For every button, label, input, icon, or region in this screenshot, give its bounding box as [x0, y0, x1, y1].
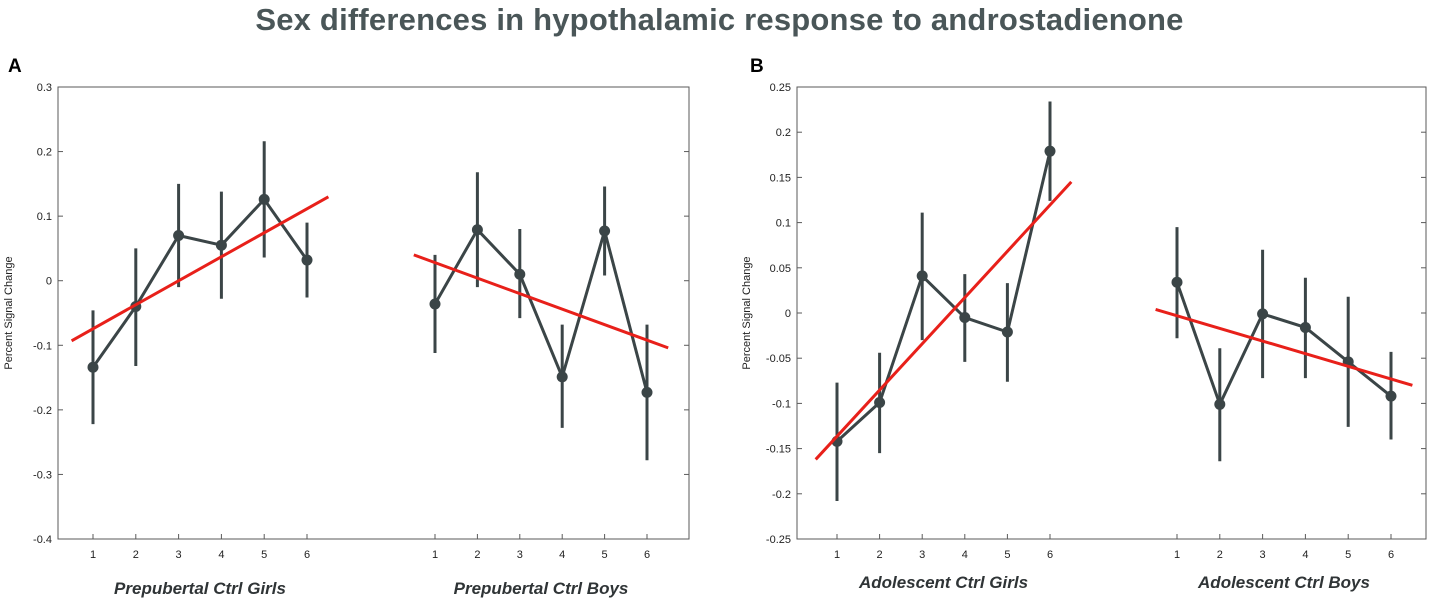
- data-point: [959, 312, 971, 324]
- y-tick-label: 0.25: [770, 82, 791, 94]
- y-tick-label: 0.3: [37, 82, 52, 94]
- data-point: [599, 225, 611, 237]
- group-label: Prepubertal Ctrl Girls: [114, 579, 286, 598]
- trend-line: [1155, 307, 1413, 387]
- data-point: [641, 386, 653, 398]
- data-point: [916, 270, 928, 282]
- group-adolescent-ctrl-girls: 1 2 3 4 5 6 Adolescent Ctrl Girls: [814, 101, 1073, 592]
- data-point: [173, 230, 185, 242]
- data-point: [471, 224, 483, 236]
- series-line: [835, 150, 1052, 443]
- group-adolescent-ctrl-boys: 1 2 3 4 5 6 Adolescent Ctrl Boys: [1155, 227, 1413, 592]
- group-label: Prepubertal Ctrl Boys: [454, 579, 629, 598]
- y-tick-label: -0.4: [33, 534, 52, 546]
- x-tick-label: 1: [834, 549, 840, 561]
- y-axis-label: Percent Signal Change: [3, 256, 15, 369]
- series-line: [1175, 281, 1392, 406]
- y-tick-label: 0.2: [776, 127, 791, 139]
- x-tick-label: 4: [962, 549, 968, 561]
- y-tick-label: 0.15: [770, 172, 791, 184]
- figure-title: Sex differences in hypothalamic response…: [255, 2, 1184, 37]
- panel-b: B 0.25 0.2 0.15 0.1 0.05 0 -0.05 -0.1 -0.15 -0.2 -0…: [741, 56, 1427, 592]
- data-point: [429, 298, 441, 310]
- x-tick-label: 5: [1004, 549, 1010, 561]
- data-point: [514, 268, 526, 280]
- trend-line: [70, 195, 330, 343]
- y-tick-label: -0.1: [33, 340, 52, 352]
- y-tick-label: 0.05: [770, 263, 791, 275]
- data-point: [87, 361, 99, 373]
- x-tick-label: 4: [1302, 549, 1308, 561]
- data-point: [1171, 276, 1183, 288]
- y-tick-label: -0.3: [33, 469, 52, 481]
- panel-a: A 0.3 0.2 0.1 0 -0.1 -0.2 -0.3 -0.4 Percent Signa…: [3, 56, 690, 598]
- data-point: [1001, 326, 1013, 338]
- x-tick-label: 6: [1388, 549, 1394, 561]
- x-tick-label: 3: [176, 549, 182, 561]
- data-point: [874, 396, 886, 408]
- data-point: [258, 193, 270, 205]
- group-prepubertal-ctrl-girls: 1 2 3 4 5 6 Prepubertal Ctrl Girls: [70, 141, 330, 598]
- y-axis-label: Percent Signal Change: [741, 256, 753, 369]
- x-tick-label: 1: [1174, 549, 1180, 561]
- data-point: [1299, 321, 1311, 333]
- y-tick-label: -0.15: [766, 444, 791, 456]
- x-tick-label: 6: [644, 549, 650, 561]
- data-point: [1257, 308, 1269, 320]
- x-tick-label: 5: [261, 549, 267, 561]
- x-tick-label: 2: [1217, 549, 1223, 561]
- y-tick-label: 0.2: [37, 147, 52, 159]
- data-point: [301, 254, 313, 266]
- x-tick-label: 3: [1260, 549, 1266, 561]
- x-tick-label: 6: [1047, 549, 1053, 561]
- x-tick-label: 2: [474, 549, 480, 561]
- group-label: Adolescent Ctrl Boys: [1197, 573, 1370, 592]
- data-point: [1214, 398, 1226, 410]
- y-tick-label: -0.05: [766, 353, 791, 365]
- x-tick-label: 3: [517, 549, 523, 561]
- x-tick-label: 2: [133, 549, 139, 561]
- x-tick-label: 4: [559, 549, 565, 561]
- y-tick-label: -0.2: [33, 405, 52, 417]
- x-tick-label: 5: [1345, 549, 1351, 561]
- plot-frame: [57, 86, 690, 540]
- trend-line: [413, 253, 669, 350]
- x-tick-label: 3: [919, 549, 925, 561]
- y-tick-label: -0.25: [766, 534, 791, 546]
- y-tick-label: 0: [785, 308, 791, 320]
- data-point: [556, 371, 568, 383]
- data-point: [215, 239, 227, 251]
- x-tick-label: 6: [304, 549, 310, 561]
- panel-letter-a: A: [8, 56, 22, 77]
- y-tick-label: 0: [46, 276, 52, 288]
- y-tick-label: -0.2: [772, 489, 791, 501]
- data-point: [1385, 390, 1397, 402]
- x-tick-label: 5: [602, 549, 608, 561]
- y-tick-label: -0.1: [772, 398, 791, 410]
- y-tick-label: 0.1: [37, 211, 52, 223]
- x-tick-label: 4: [218, 549, 224, 561]
- data-point: [1044, 145, 1056, 157]
- group-prepubertal-ctrl-boys: 1 2 3 4 5 6 Prepubertal Ctrl Boys: [413, 172, 669, 598]
- trend-line: [814, 180, 1073, 461]
- panel-letter-b: B: [750, 56, 764, 77]
- x-tick-label: 1: [432, 549, 438, 561]
- y-tick-label: 0.1: [776, 218, 791, 230]
- plot-frame: [796, 86, 1427, 540]
- x-tick-label: 1: [90, 549, 96, 561]
- x-tick-label: 2: [877, 549, 883, 561]
- series-line: [433, 228, 649, 393]
- group-label: Adolescent Ctrl Girls: [858, 573, 1028, 592]
- series-line: [91, 197, 309, 369]
